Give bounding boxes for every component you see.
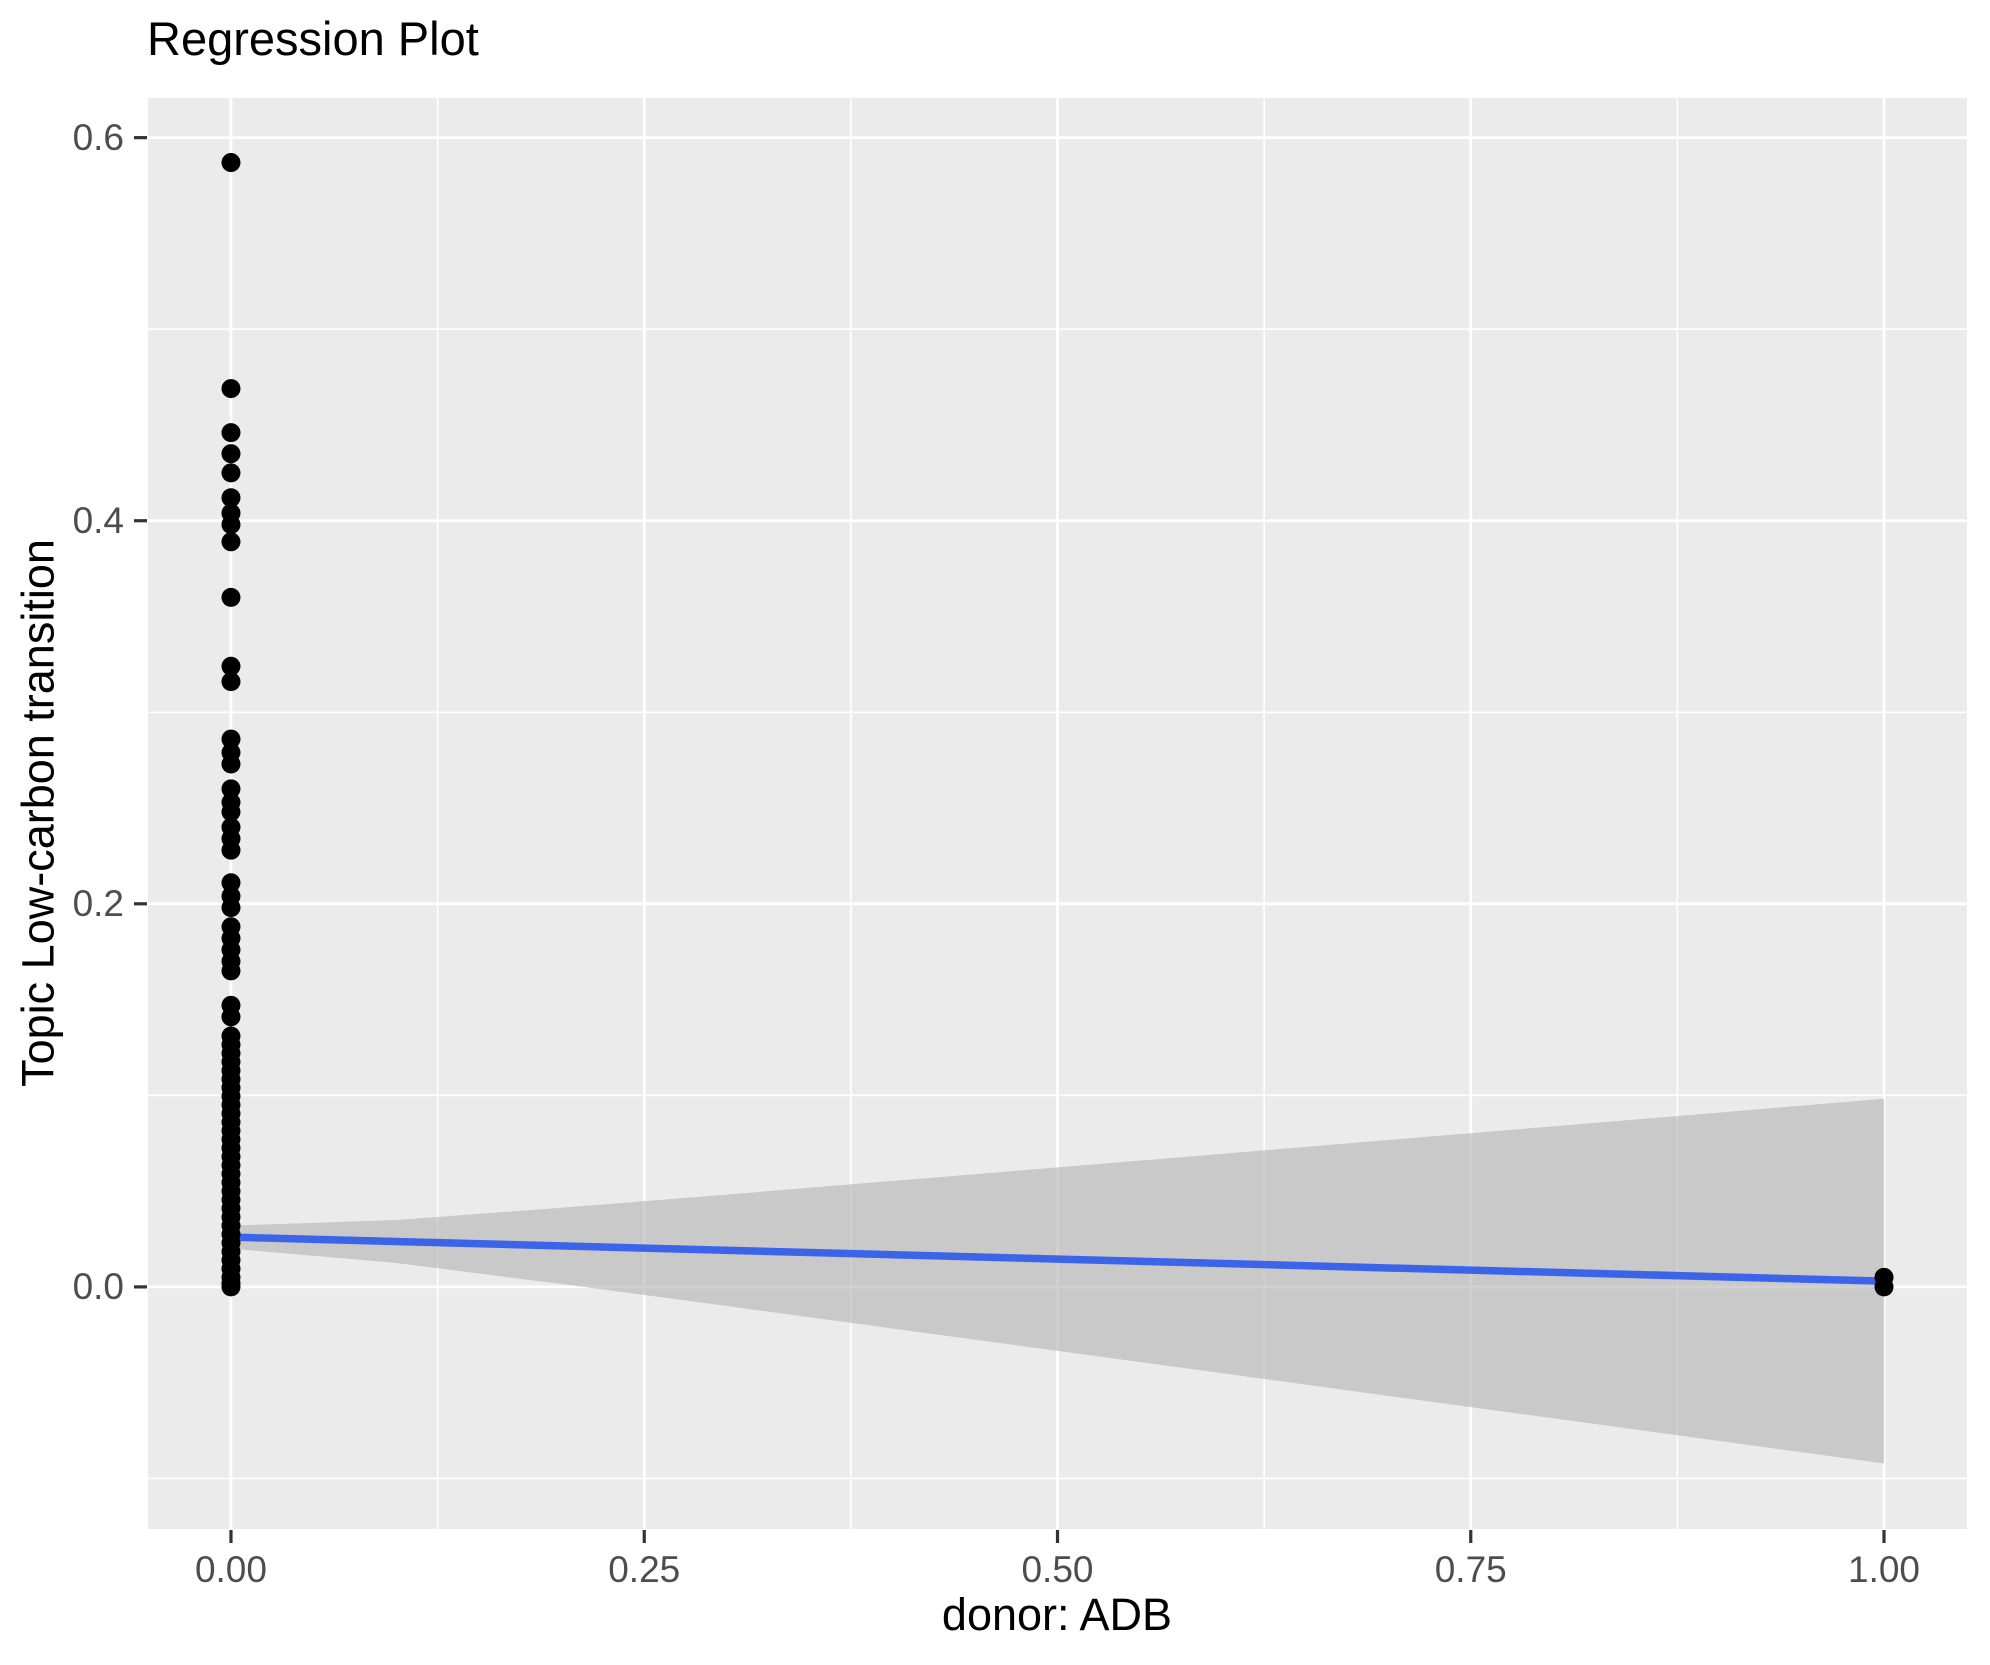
data-point <box>221 463 241 483</box>
data-point <box>221 444 241 464</box>
data-point <box>221 423 241 443</box>
y-tick-label: 0.6 <box>72 116 124 158</box>
confidence-ribbon <box>230 1098 1885 1464</box>
x-tick-label: 0.75 <box>1434 1549 1507 1590</box>
y-tick-label: 0.0 <box>72 1265 124 1307</box>
data-point <box>221 873 241 893</box>
data-point <box>221 532 241 552</box>
x-tick-label: 0.25 <box>608 1549 681 1590</box>
data-point <box>221 153 241 173</box>
x-axis-title: donor: ADB <box>941 1589 1173 1640</box>
y-tick-label: 0.2 <box>72 882 124 924</box>
x-tick-label: 1.00 <box>1848 1549 1921 1590</box>
data-point <box>221 961 241 981</box>
data-point <box>221 779 241 799</box>
y-tick-label: 0.4 <box>72 499 124 541</box>
data-point <box>221 379 241 399</box>
regression-line <box>230 1233 1885 1285</box>
data-point <box>221 754 241 774</box>
data-point <box>221 515 241 535</box>
data-point <box>221 587 241 607</box>
data-point <box>1874 1277 1894 1297</box>
data-point <box>221 488 241 508</box>
data-point <box>221 1007 241 1027</box>
data-point <box>221 802 241 822</box>
data-point <box>221 898 241 918</box>
x-tick-label: 0.00 <box>194 1549 267 1590</box>
data-point <box>221 672 241 692</box>
data-point <box>221 656 241 676</box>
data-point <box>221 1277 241 1297</box>
y-axis-title: Topic Low-carbon transition <box>12 539 64 1087</box>
plot-title: Regression Plot <box>147 12 479 65</box>
x-tick-label: 0.50 <box>1021 1549 1094 1590</box>
scatter-points <box>221 153 1894 1297</box>
axis-tick-marks <box>134 136 1886 1543</box>
data-point <box>221 729 241 749</box>
data-point <box>221 840 241 860</box>
